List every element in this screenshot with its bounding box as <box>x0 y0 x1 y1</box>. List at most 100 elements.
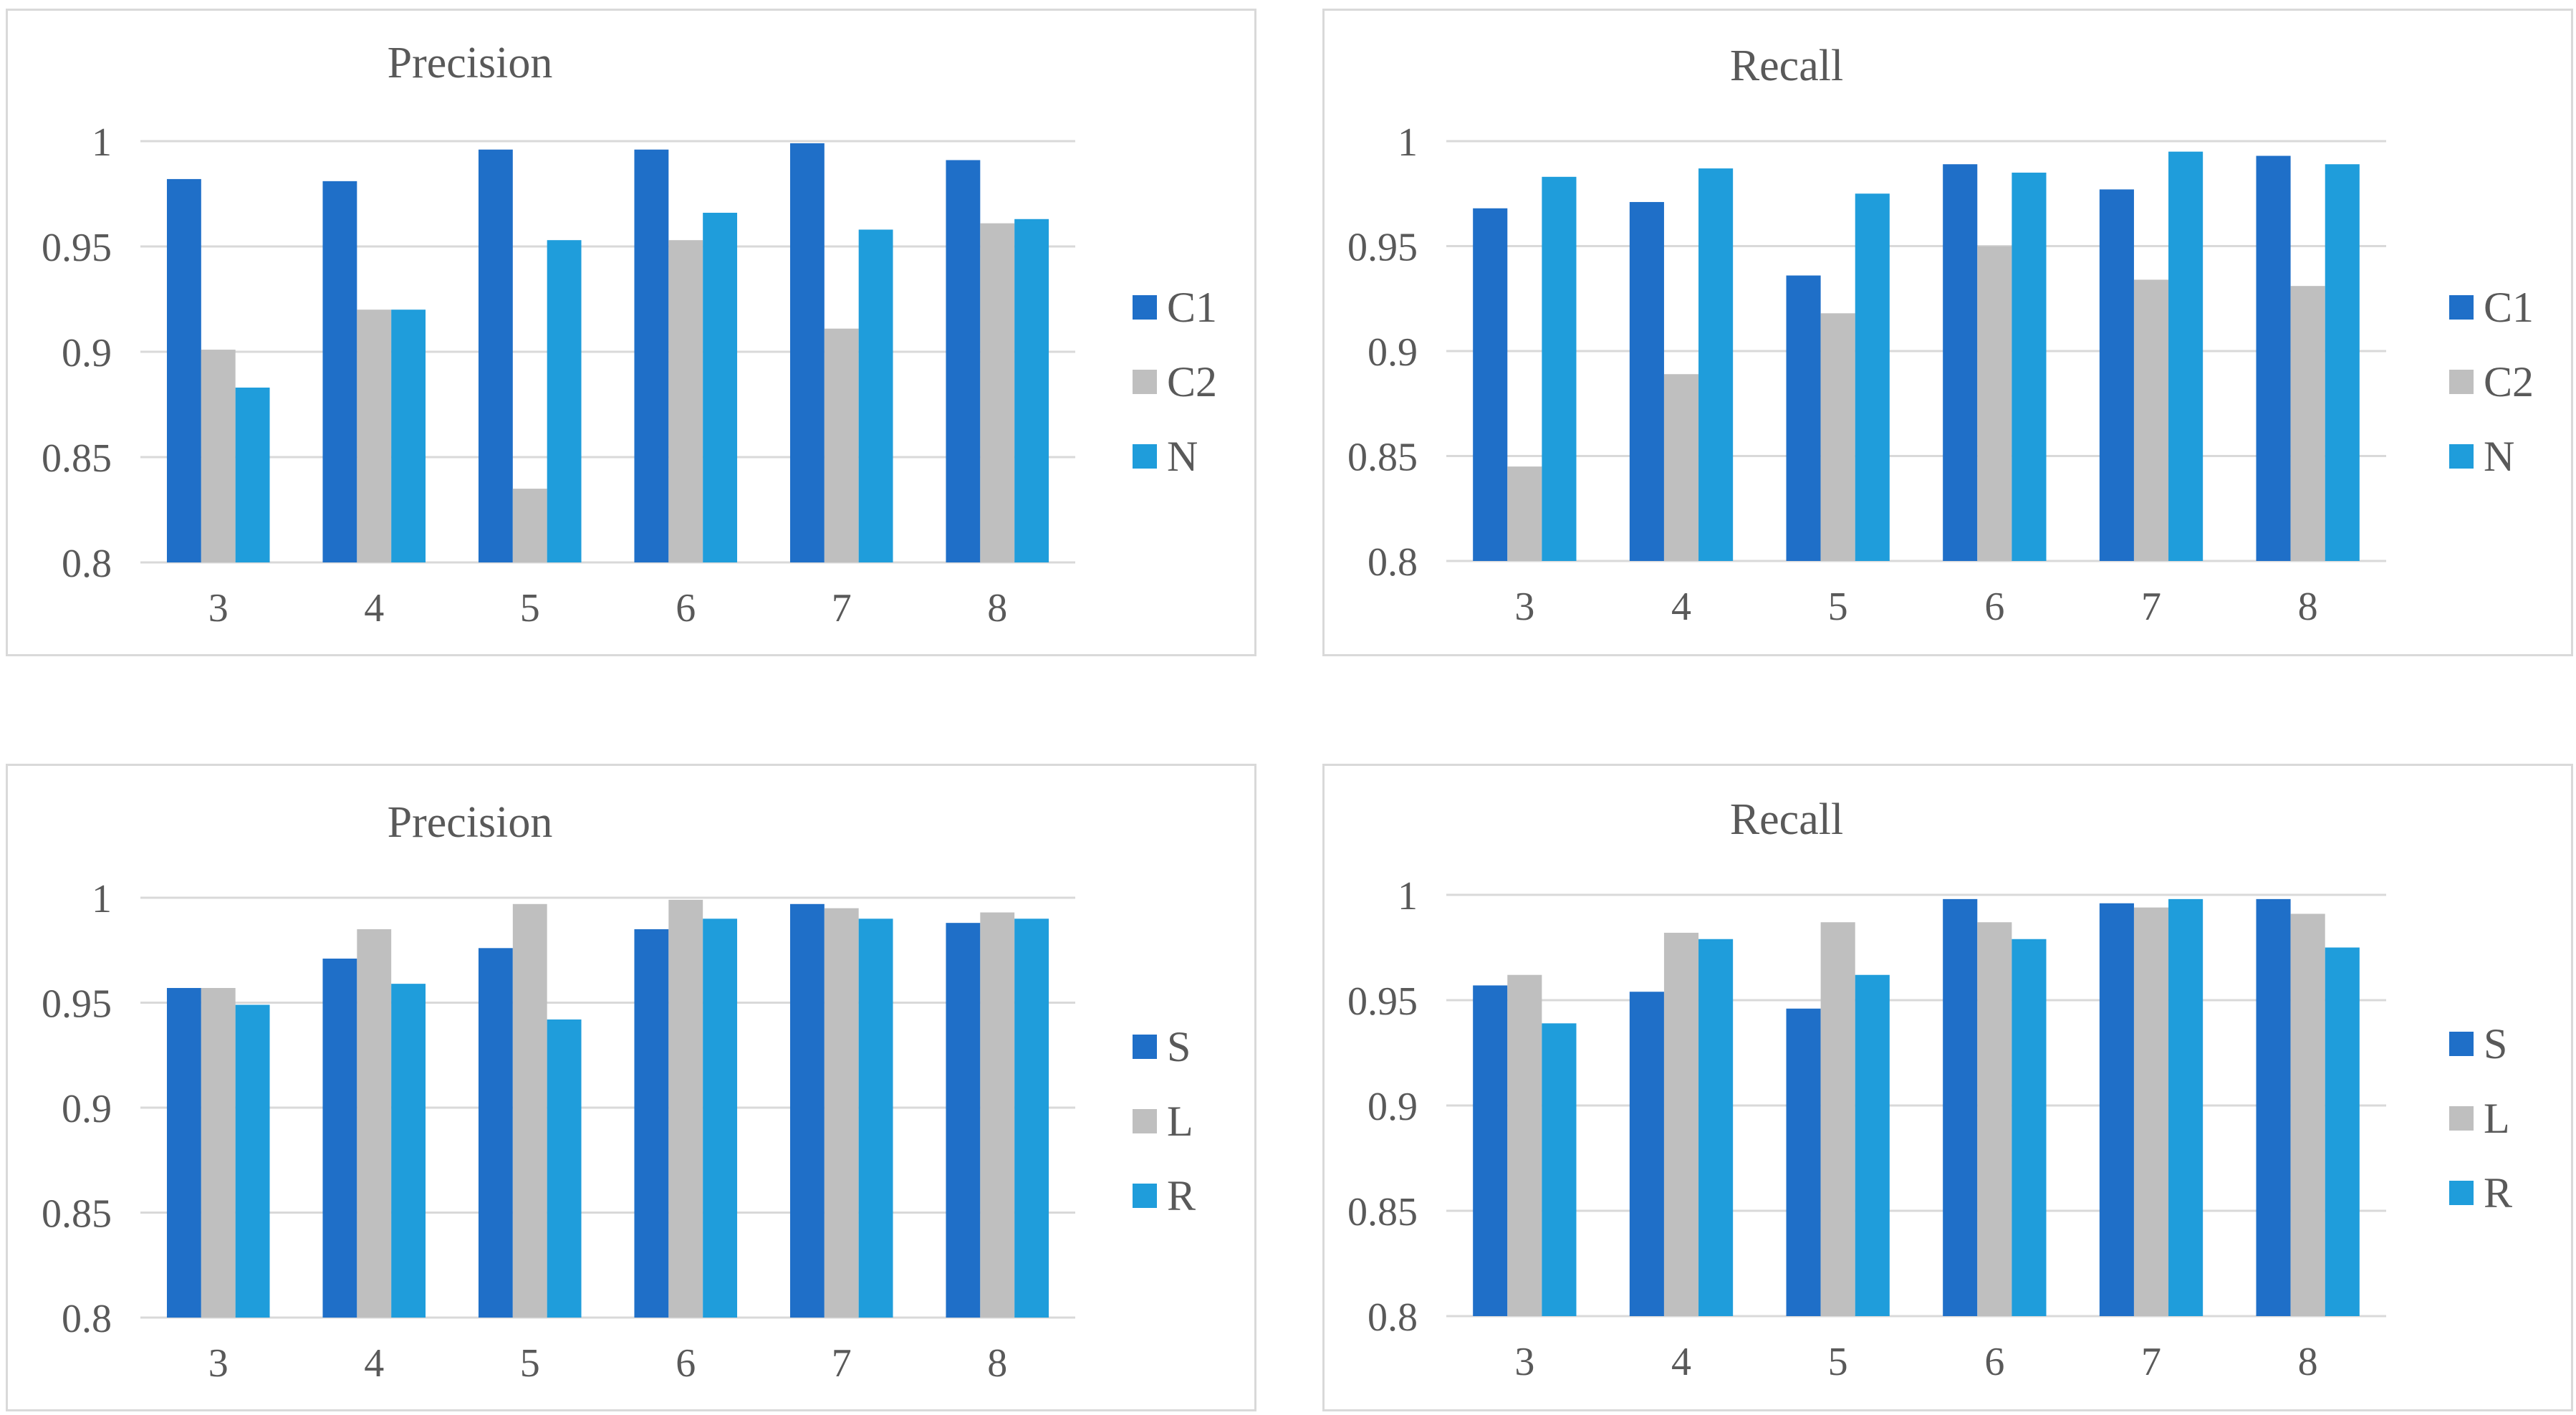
chart-title: Precision <box>387 39 553 87</box>
y-tick-label: 0.95 <box>1347 226 1418 270</box>
bar-l-4 <box>1663 932 1699 1316</box>
legend-swatch <box>1133 1109 1157 1133</box>
x-tick-label: 7 <box>832 1341 852 1386</box>
bar-c1-3 <box>1473 208 1508 561</box>
chart-plot-area: 0.8 0.85 0.9 0.95 1 3 4 5 6 7 8 <box>42 877 1075 1386</box>
bar-s-7 <box>2099 903 2134 1316</box>
legend-label: L <box>1167 1097 1193 1145</box>
y-tick-label: 0.85 <box>42 1192 112 1237</box>
legend-label: R <box>1167 1171 1196 1219</box>
chart-title: Precision <box>387 798 553 847</box>
legend-item-n: N <box>1133 419 1217 494</box>
bar-s-8 <box>2256 898 2291 1316</box>
bar-s-6 <box>1943 898 1978 1316</box>
bar-c2-8 <box>980 223 1015 562</box>
bar-c2-4 <box>357 310 392 562</box>
x-tick-label: 6 <box>1984 1340 2004 1384</box>
legend-label: S <box>1167 1022 1191 1070</box>
x-tick-label: 6 <box>676 586 696 630</box>
bar-s-6 <box>634 929 669 1318</box>
bar-l-7 <box>2133 907 2169 1316</box>
bar-r-5 <box>1855 974 1890 1316</box>
bar-r-4 <box>391 984 426 1318</box>
bar-n-7 <box>2168 151 2203 561</box>
x-tick-label: 4 <box>1671 585 1691 629</box>
legend-swatch <box>1133 1035 1157 1059</box>
bar-r-7 <box>2168 898 2203 1316</box>
legend-item-s: S <box>2449 1007 2512 1081</box>
legend-label: C2 <box>1167 358 1218 406</box>
x-tick-label: 6 <box>676 1341 696 1386</box>
x-tick-label: 4 <box>364 586 384 630</box>
bar-n-6 <box>703 212 738 562</box>
bar-c2-5 <box>1820 313 1855 561</box>
bar-c1-5 <box>478 149 513 562</box>
y-tick-label: 0.95 <box>42 226 112 270</box>
legend-item-c1: C1 <box>1133 270 1217 345</box>
bar-s-3 <box>166 987 201 1318</box>
bar-l-3 <box>201 987 236 1318</box>
bar-l-8 <box>980 912 1015 1318</box>
bar-c1-6 <box>634 149 669 562</box>
bar-n-4 <box>1698 168 1734 562</box>
x-tick-label: 7 <box>2141 585 2161 629</box>
bar-c1-5 <box>1786 275 1821 561</box>
bar-l-3 <box>1507 974 1542 1316</box>
x-tick-label: 5 <box>1828 1340 1848 1384</box>
x-tick-label: 8 <box>987 586 1007 630</box>
bar-c2-6 <box>1977 246 2012 561</box>
bar-l-4 <box>357 929 392 1318</box>
x-tick-label: 5 <box>520 1341 540 1386</box>
bar-r-6 <box>703 918 738 1318</box>
bar-c1-7 <box>789 143 825 562</box>
x-tick-label: 4 <box>364 1341 384 1386</box>
bar-c2-6 <box>668 240 703 562</box>
legend-item-r: R <box>2449 1156 2512 1230</box>
legend-swatch <box>1133 295 1157 320</box>
x-tick-label: 7 <box>832 586 852 630</box>
bar-s-5 <box>1786 1008 1821 1316</box>
y-tick-label: 0.9 <box>1368 1085 1418 1129</box>
y-tick-label: 0.85 <box>1347 436 1418 480</box>
bar-l-8 <box>2290 913 2325 1316</box>
legend-item-r: R <box>1133 1159 1196 1233</box>
chart-plot-area: 0.8 0.85 0.9 0.95 1 3 4 5 6 7 8 <box>1347 120 2386 629</box>
legend-label: C1 <box>1167 283 1218 331</box>
x-tick-label: 3 <box>1514 1340 1534 1384</box>
y-tick-label: 0.95 <box>42 982 112 1027</box>
legend-item-c1: C1 <box>2449 270 2534 345</box>
bar-l-6 <box>1977 922 2012 1316</box>
bar-c1-6 <box>1943 164 1978 562</box>
legend-item-l: L <box>2449 1081 2512 1156</box>
bar-c1-3 <box>166 178 201 563</box>
bar-n-3 <box>235 387 270 562</box>
chart-precision-classes: Precision 0.8 0.85 0.9 0.95 1 3 4 5 6 7 8 C1 C2 N <box>6 9 1256 656</box>
bar-r-3 <box>235 1004 270 1318</box>
y-tick-label: 0.8 <box>62 1297 112 1341</box>
chart-title: Recall <box>1729 795 1844 844</box>
chart-recall-classes: Recall 0.8 0.85 0.9 0.95 1 3 4 5 6 7 8 C1 C2 N <box>1322 9 2573 656</box>
bar-n-8 <box>2325 164 2360 562</box>
bar-c1-4 <box>322 181 357 563</box>
bar-c2-3 <box>1507 466 1542 561</box>
bar-c2-7 <box>824 328 859 562</box>
legend-swatch <box>2449 370 2474 394</box>
legend-swatch <box>1133 444 1157 469</box>
bar-l-6 <box>668 899 703 1318</box>
legend-label: N <box>1167 432 1198 480</box>
x-tick-label: 5 <box>1828 585 1848 629</box>
x-tick-label: 3 <box>208 1341 229 1386</box>
bar-r-7 <box>858 918 893 1318</box>
bar-n-5 <box>1855 193 1890 561</box>
legend-label: N <box>2484 432 2515 480</box>
bar-c2-4 <box>1663 374 1699 561</box>
legend-item-l: L <box>1133 1084 1196 1159</box>
chart-legend: S L R <box>1133 1009 1196 1233</box>
y-tick-label: 0.9 <box>1368 330 1418 375</box>
x-tick-label: 3 <box>1514 585 1534 629</box>
bar-l-5 <box>1820 922 1855 1316</box>
bar-s-8 <box>946 923 981 1318</box>
bar-l-5 <box>512 903 547 1318</box>
bar-s-5 <box>478 948 513 1318</box>
bar-r-4 <box>1698 939 1734 1316</box>
